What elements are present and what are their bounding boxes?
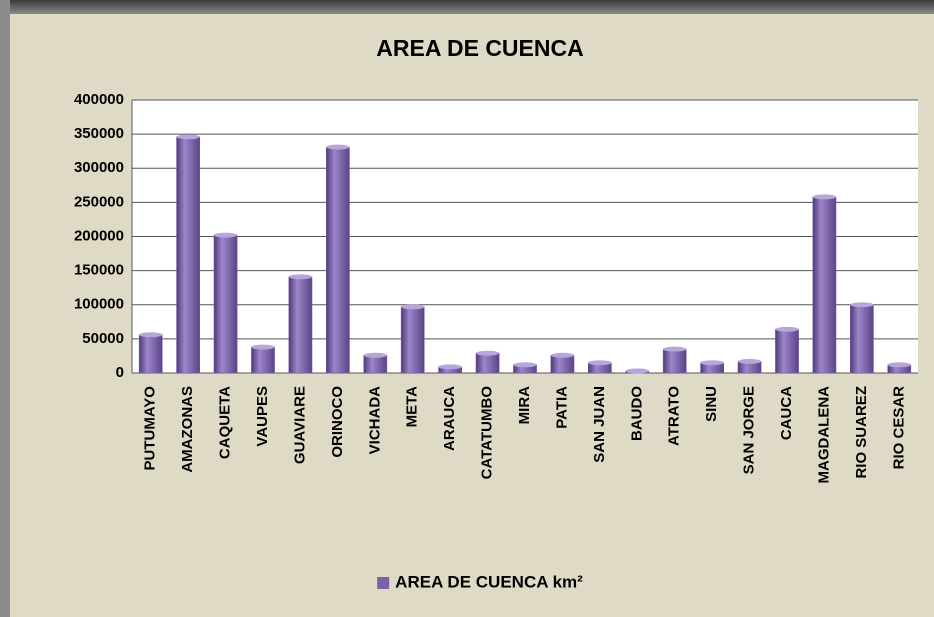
bar [176, 136, 200, 374]
bar [288, 276, 313, 374]
x-tick-label: AMAZONAS [179, 386, 196, 473]
y-tick-label: 350000 [74, 125, 124, 142]
bar-cap [475, 350, 500, 356]
bar [475, 352, 500, 374]
bar [326, 146, 350, 374]
bar-cap [326, 144, 350, 150]
frame-left [0, 0, 10, 617]
bar [775, 329, 799, 374]
y-tick-label: 200000 [74, 227, 124, 244]
frame-top [0, 0, 934, 14]
bar [662, 348, 687, 374]
x-tick-label: META [404, 386, 421, 428]
x-tick-label: ARAUCA [441, 386, 458, 451]
bar [812, 196, 837, 374]
x-tick-label: MIRA [516, 386, 533, 424]
y-tick-label: 250000 [74, 193, 124, 210]
x-tick-label: ATRATO [666, 386, 683, 446]
chart-title: AREA DE CUENCA [376, 35, 583, 61]
x-tick-label: PUTUMAYO [142, 386, 159, 471]
y-tick-label: 100000 [74, 296, 124, 313]
bar-cap [812, 194, 837, 200]
bar-cap [251, 344, 275, 350]
bar-cap [438, 364, 462, 370]
legend-label: AREA DE CUENCA km² [395, 572, 583, 591]
bar [213, 234, 238, 374]
bar [138, 334, 163, 374]
x-tick-label: CAQUETA [217, 386, 234, 459]
x-tick-label: CATATUMBO [479, 386, 496, 480]
bar-cap [288, 274, 313, 280]
bar-cap [663, 346, 687, 352]
bar-cap [850, 302, 874, 308]
x-tick-label: SAN JUAN [591, 386, 608, 463]
x-tick-label: BAUDO [628, 386, 645, 441]
bar-cap [737, 358, 762, 364]
y-tick-label: 50000 [82, 330, 124, 347]
x-tick-label: RIO CESAR [890, 386, 907, 470]
legend-swatch [377, 577, 390, 589]
x-tick-label: SINU [703, 386, 720, 422]
bar-cap [625, 368, 649, 374]
bar-cap [513, 362, 537, 368]
y-tick-label: 400000 [74, 91, 124, 108]
bar [363, 355, 388, 374]
x-tick-label: SAN JORGE [741, 386, 758, 474]
x-tick-label: GUAVIARE [291, 386, 308, 464]
y-tick-label: 300000 [74, 159, 124, 176]
bar-cap [550, 352, 575, 358]
bar-cap [213, 232, 238, 238]
bar-cap [139, 332, 163, 338]
bar-cap [401, 304, 425, 310]
bar-cap [700, 360, 724, 366]
bar [400, 306, 425, 374]
x-tick-label: CAUCA [778, 386, 795, 440]
bar-cap [176, 134, 200, 140]
bar-cap [775, 326, 799, 332]
x-tick-label: MAGDALENA [815, 386, 832, 484]
bar [850, 304, 874, 374]
bar [251, 346, 275, 374]
bar [550, 355, 575, 374]
x-tick-label: ORINOCO [329, 386, 346, 458]
y-tick-label: 150000 [74, 262, 124, 279]
x-tick-label: VAUPES [254, 386, 271, 447]
x-tick-label: VICHADA [366, 386, 383, 455]
bar-cap [363, 352, 387, 358]
x-tick-label: RIO SUAREZ [853, 386, 870, 479]
bar-cap [887, 362, 911, 368]
bar-cap [588, 360, 612, 366]
y-tick-label: 0 [116, 364, 124, 381]
x-tick-label: PATIA [553, 386, 570, 429]
